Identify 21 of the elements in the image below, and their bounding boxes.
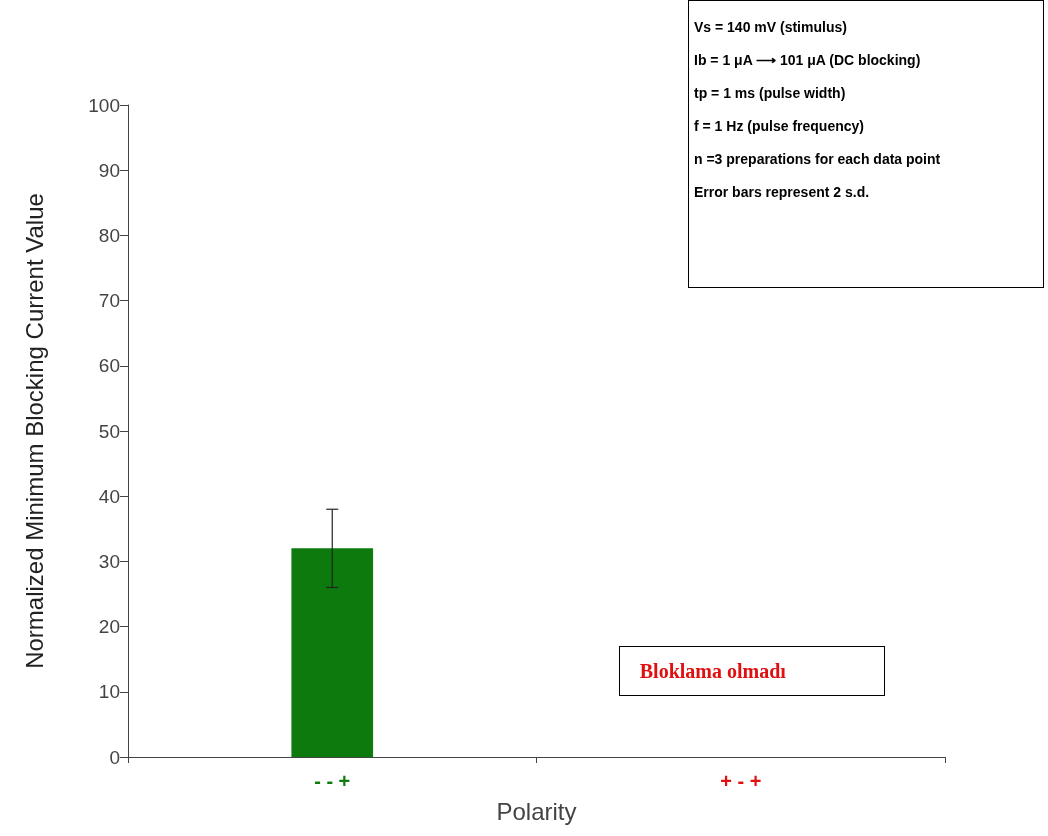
text-box: Vs = 140 mV (stimulus) Ib = 1 μA ⟶ 101 μA (DC blocking) tp = 1 ms (pulse width) f = 1 Hz (pulse frequency) n =3 preparations for each data point Error bars represent 2 s.d. [688, 0, 1044, 288]
annotation: Bloklama olmadı [639, 659, 786, 683]
annotation: f = 1 Hz (pulse frequency) [694, 118, 865, 136]
x-axis-title: Polarity [496, 797, 577, 825]
y-tick-label: 0 [109, 746, 120, 768]
y-tick-label: 10 [98, 681, 120, 703]
y-axis-title: Normalized Minimum Blocking Current Value [20, 193, 48, 669]
y-tick-label: 40 [98, 485, 120, 507]
x-tick-label: - - + [314, 770, 351, 792]
y-tick-label: 100 [88, 94, 120, 116]
annotation: Error bars represent 2 s.d. [694, 184, 871, 202]
x-tick-label: + - + [720, 770, 762, 792]
y-tick-label: 90 [98, 159, 120, 181]
y-tick-label: 30 [98, 550, 120, 572]
text-box: Bloklama olmadı [618, 646, 885, 696]
y-tick-label: 20 [98, 616, 120, 638]
y-tick-label: 60 [98, 355, 120, 377]
y-tick-label: 50 [98, 420, 120, 442]
y-tick-label: 70 [98, 290, 120, 312]
annotation: n =3 preparations for each data point [694, 151, 942, 169]
y-tick-label: 80 [98, 224, 120, 246]
